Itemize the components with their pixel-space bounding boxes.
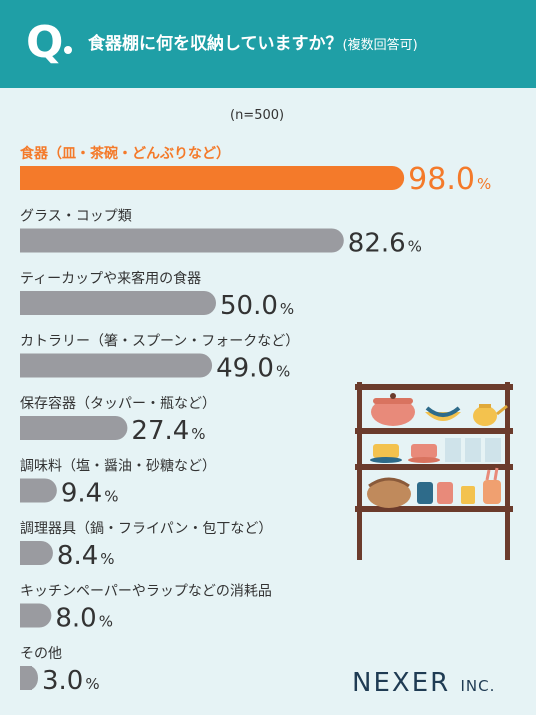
value-label: 27.4% bbox=[131, 416, 205, 446]
category-label: 調理器具（鍋・フライパン・包丁など） bbox=[20, 521, 272, 537]
q-dot bbox=[64, 46, 72, 54]
category-label: 食器（皿・茶碗・どんぶりなど） bbox=[20, 145, 230, 162]
bar bbox=[20, 166, 405, 190]
value-unit: % bbox=[280, 300, 294, 318]
brand-name: NEXER bbox=[352, 668, 451, 698]
value-unit: % bbox=[99, 613, 113, 631]
value-label: 50.0% bbox=[220, 291, 294, 321]
value-label: 98.0% bbox=[408, 162, 491, 197]
category-label: カトラリー（箸・スプーン・フォークなど） bbox=[20, 333, 299, 350]
question-subtitle: (複数回答可) bbox=[342, 38, 418, 53]
category-label: グラス・コップ類 bbox=[20, 209, 132, 225]
category-label: 調味料（塩・醤油・砂糖など） bbox=[20, 459, 216, 475]
question-title: 食器棚に何を収納していますか？(複数回答可) bbox=[88, 32, 418, 58]
bar bbox=[20, 291, 216, 315]
bar bbox=[20, 353, 213, 378]
shelf-illustration bbox=[355, 382, 513, 560]
value-unit: % bbox=[100, 550, 114, 568]
value-unit: % bbox=[85, 675, 99, 693]
bar-cap bbox=[20, 666, 32, 690]
value-unit: % bbox=[408, 238, 422, 256]
sample-size-label: (n=500) bbox=[230, 108, 285, 123]
bar-cap bbox=[20, 353, 32, 378]
bar-cap bbox=[20, 291, 32, 315]
value-unit: % bbox=[477, 175, 491, 193]
question-text: 食器棚に何を収納していますか？ bbox=[88, 34, 343, 54]
bar bbox=[20, 416, 128, 440]
brand-suffix: INC. bbox=[460, 677, 496, 695]
bar-cap bbox=[20, 166, 32, 190]
bar bbox=[20, 228, 344, 253]
category-label: ティーカップや来客用の食器 bbox=[20, 270, 201, 287]
nexer-logo: NEXER INC. bbox=[352, 668, 495, 698]
value-unit: % bbox=[104, 488, 118, 506]
category-label: その他 bbox=[20, 646, 62, 662]
q-mark: Q bbox=[26, 17, 64, 68]
value-unit: % bbox=[276, 363, 290, 381]
bar-cap bbox=[20, 541, 32, 565]
value-label: 8.0% bbox=[55, 604, 113, 634]
value-label: 3.0% bbox=[42, 666, 100, 696]
value-label: 9.4% bbox=[61, 479, 119, 509]
value-label: 49.0% bbox=[216, 354, 290, 384]
bar-cap bbox=[20, 416, 32, 440]
bar-cap bbox=[20, 603, 32, 628]
category-label: 保存容器（タッパー・瓶など） bbox=[20, 395, 216, 412]
value-label: 8.4% bbox=[57, 541, 115, 571]
header-banner: Q 食器棚に何を収納していますか？(複数回答可) bbox=[0, 0, 536, 88]
bar-cap bbox=[20, 228, 32, 253]
value-label: 82.6% bbox=[348, 229, 422, 259]
value-unit: % bbox=[191, 425, 205, 443]
category-label: キッチンペーパーやラップなどの消耗品 bbox=[20, 584, 272, 600]
bar-cap bbox=[20, 478, 32, 503]
